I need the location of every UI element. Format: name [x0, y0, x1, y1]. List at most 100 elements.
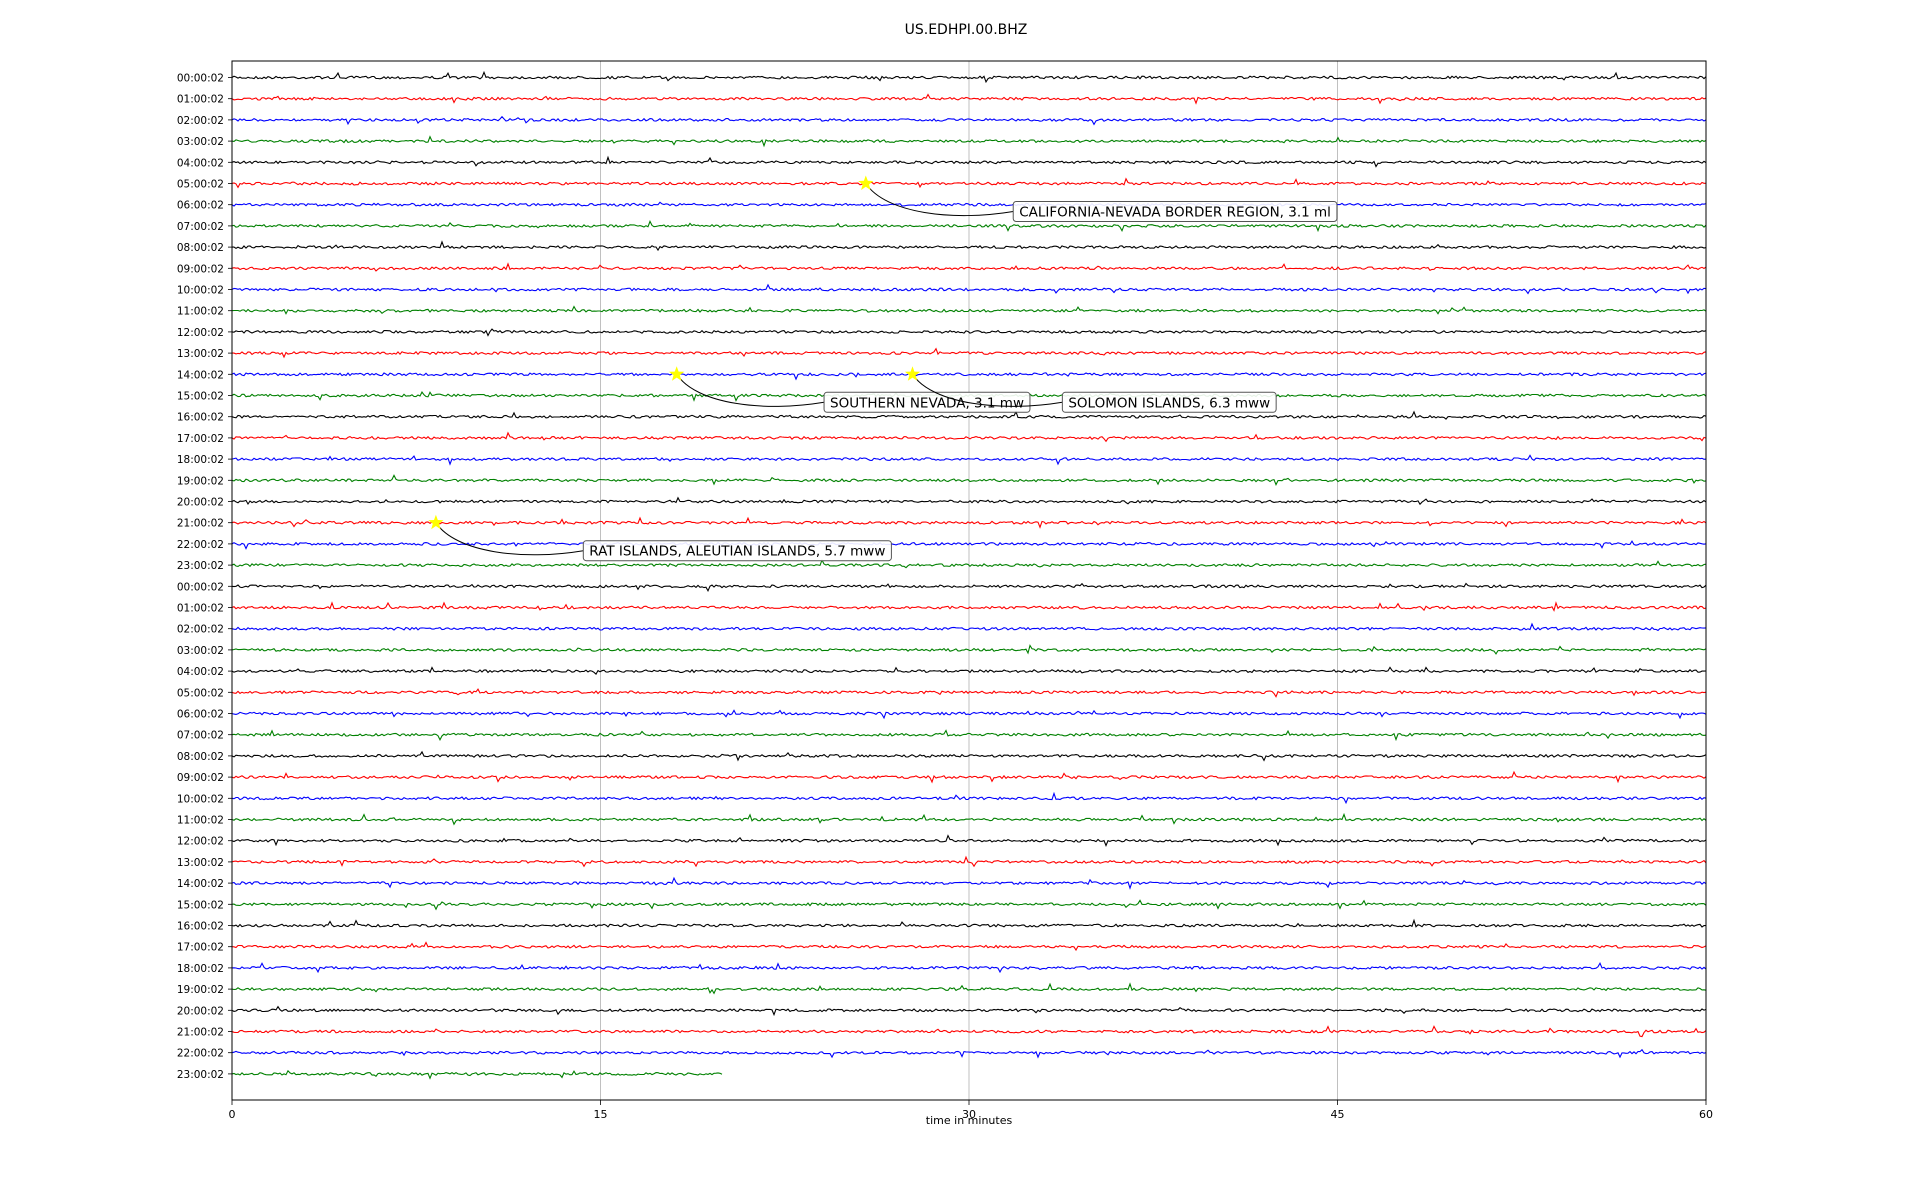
seismogram-trace — [231, 454, 1707, 466]
row-time-label: 09:00:02 — [177, 772, 224, 784]
row-time-labels: 00:00:02 01:00:02 02:00:02 03:00:02 04:00:02… — [177, 73, 232, 1081]
seismogram-trace — [231, 666, 1707, 675]
seismogram-trace — [231, 1005, 1707, 1017]
x-tick-label: 30 — [962, 1108, 976, 1121]
x-tick-label: 0 — [229, 1108, 236, 1121]
event-star-icon — [858, 175, 874, 190]
row-time-label: 05:00:02 — [177, 687, 224, 699]
seismogram-trace — [231, 622, 1707, 632]
row-time-label: 04:00:02 — [177, 666, 224, 678]
row-time-label: 00:00:02 — [177, 73, 224, 85]
row-time-label: 14:00:02 — [177, 369, 224, 381]
row-time-label: 23:00:02 — [177, 1069, 224, 1081]
seismogram-trace — [231, 262, 1707, 272]
row-time-label: 03:00:02 — [177, 645, 224, 657]
row-time-label: 02:00:02 — [177, 624, 224, 636]
seismogram-traces — [231, 70, 1707, 1080]
row-time-label: 04:00:02 — [177, 157, 224, 169]
seismogram-trace — [231, 1069, 723, 1080]
seismogram-trace — [231, 961, 1707, 974]
seismogram-trace — [231, 558, 1707, 569]
seismogram-trace — [231, 709, 1707, 720]
seismogram-trace — [231, 516, 1707, 529]
seismogram-trace — [231, 770, 1707, 784]
row-time-label: 17:00:02 — [177, 433, 224, 445]
seismogram-trace — [231, 410, 1707, 420]
x-tick-label: 60 — [1699, 1108, 1713, 1121]
event-annotations: CALIFORNIA-NEVADA BORDER REGION, 3.1 ml S… — [428, 175, 1338, 562]
event-label: SOLOMON ISLANDS, 6.3 mww — [1061, 391, 1277, 413]
seismogram-trace — [231, 812, 1707, 826]
seismogram-trace — [231, 601, 1707, 612]
row-time-label: 16:00:02 — [177, 921, 224, 933]
row-time-label: 02:00:02 — [177, 115, 224, 127]
row-time-label: 12:00:02 — [177, 327, 224, 339]
row-time-label: 01:00:02 — [177, 603, 224, 615]
event-label: CALIFORNIA-NEVADA BORDER REGION, 3.1 ml — [1012, 201, 1338, 222]
row-time-label: 16:00:02 — [177, 412, 224, 424]
seismogram-trace — [231, 177, 1706, 189]
row-time-label: 19:00:02 — [177, 984, 224, 996]
row-time-label: 20:00:02 — [177, 1005, 224, 1017]
row-time-label: 08:00:02 — [177, 751, 224, 763]
row-time-label: 08:00:02 — [177, 242, 224, 254]
event-label-text: SOLOMON ISLANDS, 6.3 mww — [1068, 395, 1270, 411]
row-time-label: 05:00:02 — [177, 179, 224, 191]
row-time-label: 10:00:02 — [177, 793, 224, 805]
seismogram-trace — [231, 582, 1707, 593]
row-time-label: 23:00:02 — [177, 560, 224, 572]
seismogram-trace — [231, 155, 1707, 168]
row-time-label: 09:00:02 — [177, 263, 224, 275]
seismogram-trace — [232, 347, 1707, 359]
row-time-label: 15:00:02 — [177, 899, 224, 911]
seismogram-trace — [231, 93, 1707, 105]
x-axis-ticks: 0 15 30 45 60 — [229, 1100, 1713, 1121]
row-time-label: 21:00:02 — [177, 1027, 224, 1039]
event-star-icon — [428, 514, 444, 530]
event-connector — [865, 183, 1014, 217]
event-star-icon — [904, 366, 921, 381]
event-label-text: RAT ISLANDS, ALEUTIAN ISLANDS, 5.7 mww — [589, 544, 885, 560]
event-label-box — [582, 540, 892, 562]
seismogram-trace — [231, 372, 1707, 381]
seismogram-trace — [231, 201, 1707, 207]
row-time-label: 07:00:02 — [177, 221, 224, 233]
event-label-box — [1012, 201, 1338, 222]
x-tick-label: 15 — [594, 1108, 608, 1121]
row-time-label: 22:00:02 — [177, 539, 224, 551]
event-label-text: SOUTHERN NEVADA, 3.1 mw — [830, 395, 1024, 411]
row-time-label: 13:00:02 — [177, 348, 224, 360]
row-time-label: 03:00:02 — [177, 136, 224, 148]
seismogram-trace — [231, 688, 1707, 698]
row-time-label: 14:00:02 — [177, 878, 224, 890]
seismogram-trace — [231, 135, 1707, 148]
row-time-label: 20:00:02 — [177, 497, 224, 509]
x-tick-label: 45 — [1331, 1108, 1345, 1121]
x-axis-label: time in minutes — [926, 1114, 1013, 1127]
event-label: RAT ISLANDS, ALEUTIAN ISLANDS, 5.7 mww — [582, 540, 892, 562]
seismogram-trace — [231, 750, 1707, 762]
row-time-label: 21:00:02 — [177, 518, 224, 530]
seismogram-trace — [231, 431, 1707, 443]
row-time-label: 13:00:02 — [177, 857, 224, 869]
seismogram-trace — [231, 1025, 1707, 1038]
seismogram-trace — [231, 115, 1707, 126]
row-time-label: 06:00:02 — [177, 200, 224, 212]
row-time-label: 06:00:02 — [177, 709, 224, 721]
row-time-label: 18:00:02 — [177, 454, 224, 466]
seismogram-trace — [231, 305, 1707, 315]
row-time-label: 12:00:02 — [177, 836, 224, 848]
event-label-box — [823, 391, 1031, 413]
row-time-label: 22:00:02 — [177, 1048, 224, 1060]
row-time-label: 17:00:02 — [177, 942, 224, 954]
seismogram-trace — [231, 283, 1707, 295]
seismogram-trace — [231, 220, 1707, 233]
row-time-label: 11:00:02 — [177, 306, 224, 318]
seismogram-trace — [231, 474, 1707, 486]
seismogram-trace — [231, 70, 1707, 84]
seismogram-trace — [231, 941, 1707, 952]
seismogram-trace — [231, 729, 1707, 742]
event-connector — [676, 374, 825, 407]
row-time-label: 01:00:02 — [177, 94, 224, 106]
